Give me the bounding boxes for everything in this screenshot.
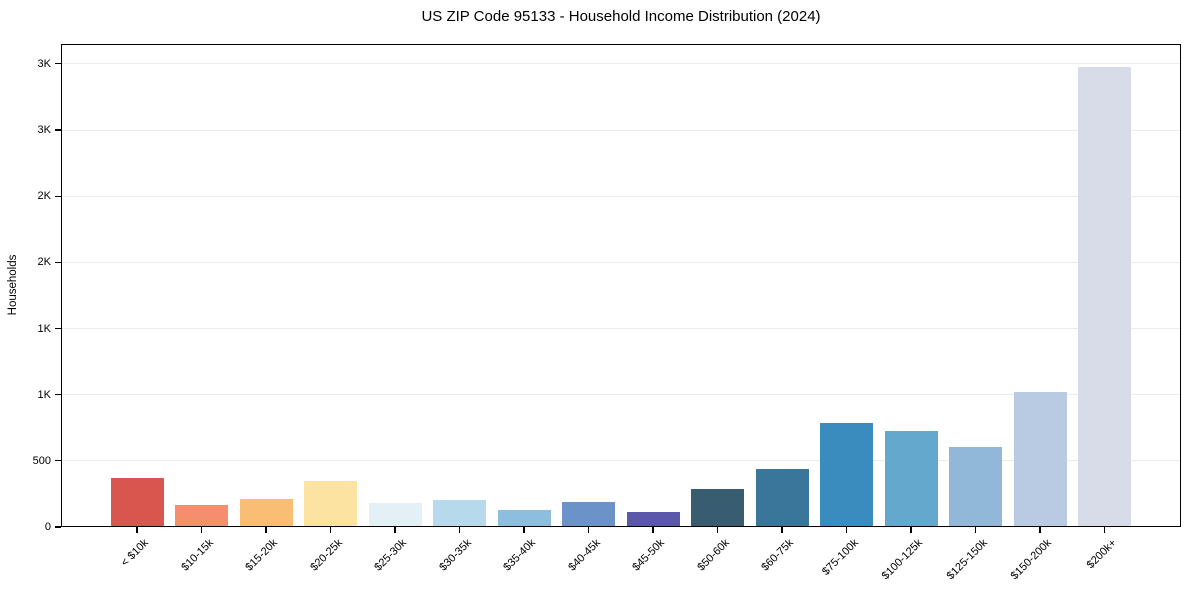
bar-$100-125k [884,431,938,527]
x-tick [910,527,912,533]
x-tick [587,527,590,533]
y-tick-label: 2K [37,256,51,269]
x-tick [1103,527,1106,533]
x-tick [458,527,461,533]
y-tick [55,327,61,330]
bar-$35-40k [497,509,551,527]
x-tick-label: < $10k [118,536,151,569]
chart-title: US ZIP Code 95133 - Household Income Dis… [421,8,821,25]
y-tick-label: 2K [37,190,51,203]
gridline [61,195,1181,197]
gridline [61,394,1181,396]
y-tick [55,195,61,197]
y-tick-label: 1K [37,322,51,335]
y-tick-label: 500 [32,454,51,467]
y-tick [55,394,61,396]
gridline [61,328,1181,329]
x-tick [781,527,783,533]
gridline [61,460,1181,462]
bar-$125-150k [949,446,1002,527]
gridline [61,63,1181,65]
bar-$25-30k [368,503,422,527]
plot-area [61,44,1181,527]
y-tick [55,129,61,131]
gridline [61,261,1181,263]
bar-$10-15k [175,505,228,527]
x-tick [974,527,977,533]
x-tick [265,527,267,533]
bar-$200k+ [1078,66,1131,527]
bar-$75-100k [820,423,873,527]
y-tick [55,261,61,263]
bar-$150-200k [1013,392,1067,527]
bar-$15-20k [239,499,293,527]
x-tick [200,527,203,533]
x-tick [716,527,719,533]
bar-$45-50k [626,512,680,527]
y-tick-label: 1K [37,388,51,401]
y-tick [55,460,61,462]
y-tick-label: 3K [37,57,51,70]
y-tick-label: 0 [44,521,51,533]
x-tick [652,527,654,533]
bar-$60-75k [755,468,809,527]
x-tick [523,527,525,533]
y-tick [55,526,61,528]
x-tick [1039,527,1041,533]
bar-$40-45k [562,501,615,527]
bar-$50-60k [691,488,744,527]
y-tick [55,63,61,65]
bar-$20-25k [304,480,357,527]
y-tick-label: 3K [37,124,51,136]
bar-< $10k [110,478,164,527]
gridline [61,129,1181,131]
bar-$30-35k [433,499,486,527]
x-tick [845,527,848,533]
x-tick [136,527,138,533]
x-tick [394,527,396,533]
x-tick [329,527,332,533]
